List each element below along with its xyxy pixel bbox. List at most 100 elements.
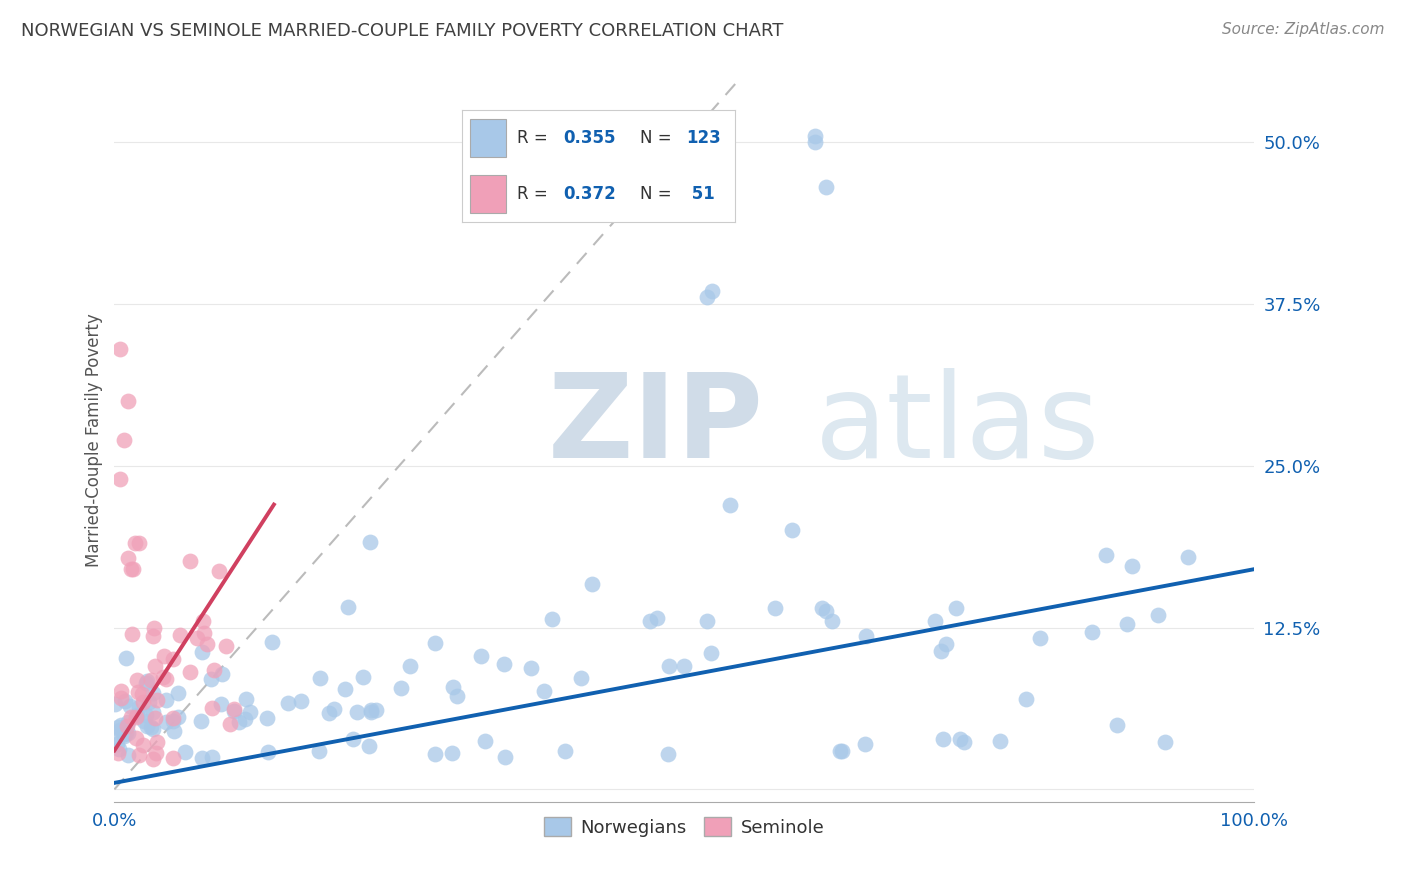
Point [357, 739, 380, 753]
Point [124, 710, 146, 724]
Point [110, 684, 132, 698]
Point [1015, 691, 1038, 706]
Point [235, 691, 257, 706]
Point [935, 637, 957, 651]
Point [124, 536, 146, 550]
Point [209, 697, 232, 711]
Point [308, 671, 330, 685]
Point [110, 690, 132, 705]
Point [108, 741, 131, 756]
Point [672, 658, 695, 673]
Point [108, 343, 131, 357]
Point [336, 599, 359, 614]
Point [155, 714, 177, 729]
Point [105, 737, 128, 751]
Point [222, 702, 245, 716]
Point [108, 472, 131, 486]
Point [853, 737, 876, 751]
Point [135, 673, 157, 688]
Point [1177, 550, 1199, 565]
Point [179, 554, 201, 568]
Point [108, 723, 131, 737]
Point [110, 718, 132, 732]
Point [638, 614, 661, 628]
Point [952, 735, 974, 749]
Point [112, 730, 135, 744]
Point [112, 433, 135, 447]
Point [702, 284, 724, 298]
Point [1154, 734, 1177, 748]
Point [162, 711, 184, 725]
Point [256, 711, 278, 725]
Point [333, 682, 356, 697]
Point [162, 750, 184, 764]
Point [342, 732, 364, 747]
Point [470, 649, 492, 664]
Point [256, 745, 278, 759]
Point [224, 704, 246, 718]
Point [929, 644, 952, 658]
Point [200, 700, 222, 714]
Point [162, 714, 184, 729]
Point [945, 601, 967, 615]
Point [112, 727, 135, 741]
Point [1121, 559, 1143, 574]
Point [492, 657, 515, 672]
Point [104, 697, 127, 711]
Point [186, 632, 208, 646]
Point [1081, 624, 1104, 639]
Point [163, 723, 186, 738]
Point [174, 745, 197, 759]
Point [155, 672, 177, 686]
Point [533, 683, 555, 698]
Point [780, 524, 803, 538]
Point [127, 685, 149, 699]
Point [135, 675, 157, 690]
Point [290, 694, 312, 708]
Point [399, 658, 422, 673]
Point [201, 749, 224, 764]
Point [134, 714, 156, 728]
Point [308, 744, 330, 758]
Point [117, 719, 139, 733]
Point [474, 733, 496, 747]
Point [162, 652, 184, 666]
Point [988, 734, 1011, 748]
Point [117, 747, 139, 762]
Point [233, 712, 256, 726]
Point [146, 735, 169, 749]
Point [423, 747, 446, 761]
Point [699, 646, 721, 660]
Point [318, 706, 340, 720]
Point [811, 601, 834, 615]
Point [202, 664, 225, 678]
Point [932, 732, 955, 747]
Point [120, 710, 142, 724]
Point [554, 743, 576, 757]
Point [815, 180, 838, 194]
Point [200, 672, 222, 686]
Point [107, 746, 129, 760]
Point [191, 614, 214, 628]
Point [169, 628, 191, 642]
Point [128, 700, 150, 714]
Point [142, 752, 165, 766]
Point [195, 637, 218, 651]
Point [541, 612, 564, 626]
Point [1147, 607, 1170, 622]
Point [128, 748, 150, 763]
Point [855, 628, 877, 642]
Point [179, 665, 201, 679]
Point [366, 703, 388, 717]
Point [581, 577, 603, 591]
Point [193, 625, 215, 640]
Y-axis label: Married-Couple Family Poverty: Married-Couple Family Poverty [86, 313, 103, 566]
Point [135, 708, 157, 723]
Point [142, 722, 165, 736]
Point [132, 695, 155, 709]
Point [389, 681, 412, 696]
Point [117, 714, 139, 729]
Point [520, 661, 543, 675]
Point [115, 726, 138, 740]
Point [949, 731, 972, 746]
